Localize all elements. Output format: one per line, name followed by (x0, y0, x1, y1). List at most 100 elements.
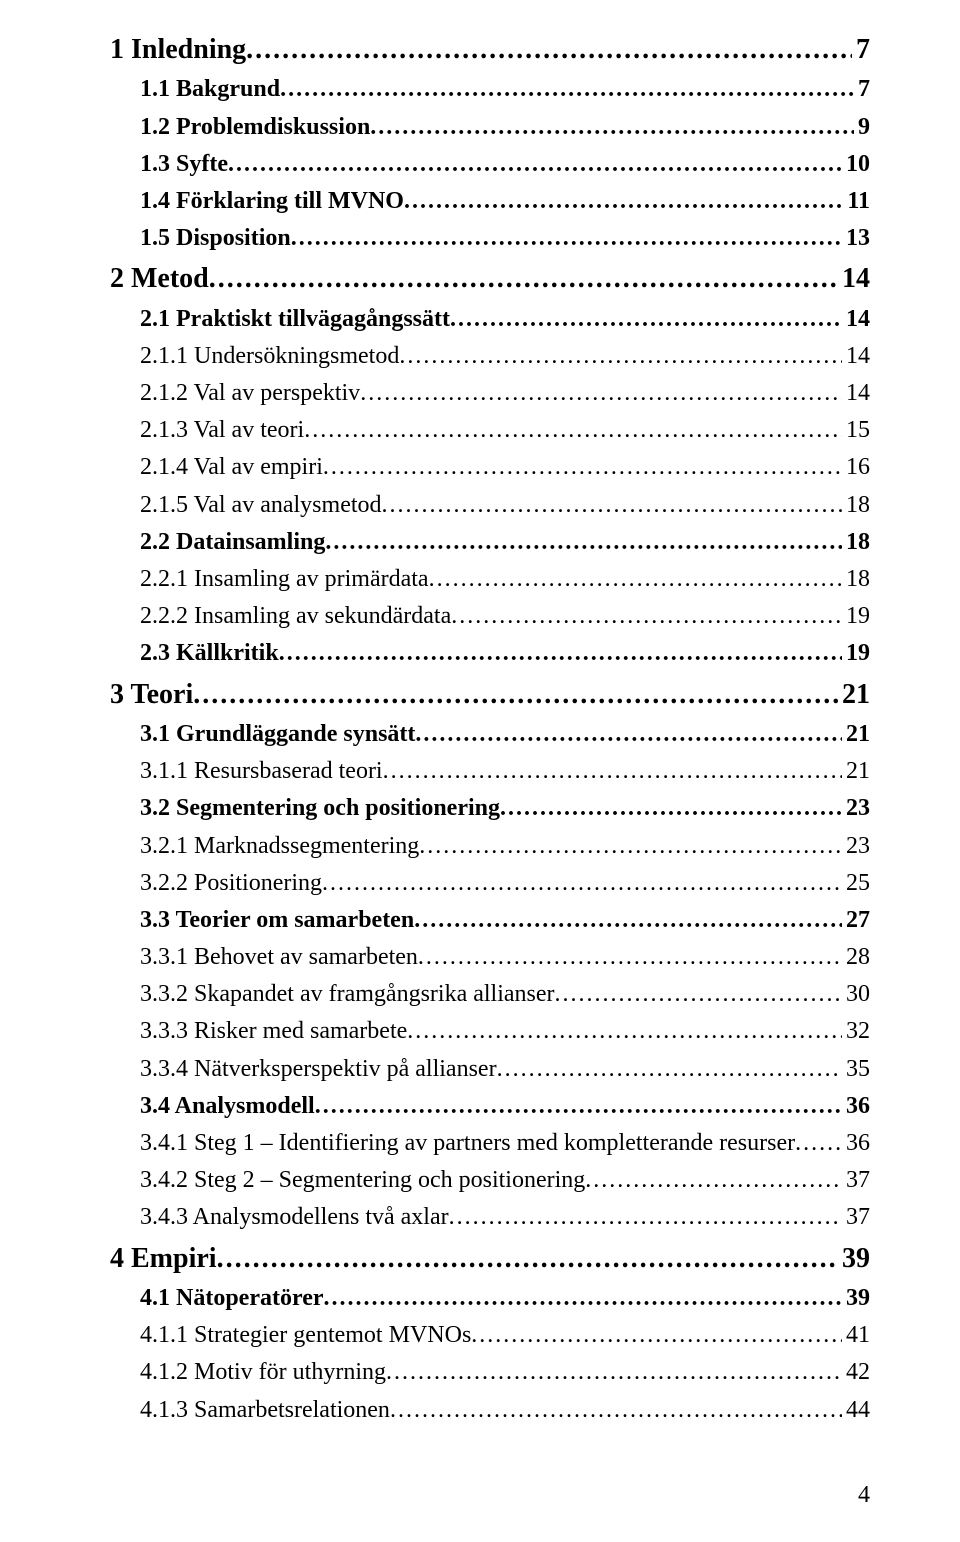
toc-entry: 3.2 Segmentering och positionering23 (140, 790, 870, 827)
toc-entry: 2.3 Källkritik19 (140, 635, 870, 672)
toc-entry-label: 3.4 Analysmodell (140, 1088, 315, 1125)
toc-entry-label: 1.5 Disposition (140, 220, 291, 257)
toc-leader-dots (795, 1125, 842, 1162)
toc-entry-label: 2.2.1 Insamling av primärdata (140, 561, 429, 598)
toc-entry-label: 3.3.4 Nätverksperspektiv på allianser (140, 1051, 497, 1088)
toc-entry: 4.1.1 Strategier gentemot MVNOs 41 (140, 1317, 870, 1354)
toc-leader-dots (399, 338, 842, 375)
toc-entry-page: 21 (838, 673, 870, 716)
toc-leader-dots (451, 598, 842, 635)
toc-leader-dots (217, 1237, 838, 1280)
toc-entry-page: 10 (842, 146, 870, 183)
toc-entry: 3.3.3 Risker med samarbete 32 (140, 1013, 870, 1050)
toc-entry-label: 3.1.1 Resursbaserad teori (140, 753, 383, 790)
toc-leader-dots (325, 524, 842, 561)
toc-entry-page: 7 (852, 28, 870, 71)
toc-entry-label: 1.2 Problemdiskussion (140, 109, 370, 146)
toc-leader-dots (315, 1088, 842, 1125)
toc-entry-label: 3.3 Teorier om samarbeten (140, 902, 414, 939)
toc-entry-page: 39 (842, 1280, 870, 1317)
toc-entry: 3.4.2 Steg 2 – Segmentering och position… (140, 1162, 870, 1199)
toc-entry: 2.1.4 Val av empiri 16 (140, 449, 870, 486)
toc-leader-dots (390, 1392, 842, 1429)
toc-entry: 4.1 Nätoperatörer39 (140, 1280, 870, 1317)
toc-entry: 4 Empiri39 (110, 1237, 870, 1280)
toc-entry-page: 28 (842, 939, 870, 976)
toc-leader-dots (383, 753, 842, 790)
toc-entry: 2.2 Datainsamling18 (140, 524, 870, 561)
toc-entry: 2 Metod 14 (110, 257, 870, 300)
toc-entry-label: 3.4.2 Steg 2 – Segmentering och position… (140, 1162, 585, 1199)
toc-entry-page: 14 (842, 301, 870, 338)
toc-entry: 2.2.2 Insamling av sekundärdata19 (140, 598, 870, 635)
toc-leader-dots (418, 939, 842, 976)
toc-entry-label: 4.1.1 Strategier gentemot MVNOs (140, 1317, 471, 1354)
toc-entry-label: 2.1.2 Val av perspektiv (140, 375, 360, 412)
toc-entry-page: 37 (842, 1162, 870, 1199)
toc-entry: 3.4.1 Steg 1 – Identifiering av partners… (140, 1125, 870, 1162)
table-of-contents: 1 Inledning71.1 Bakgrund71.2 Problemdisk… (110, 28, 870, 1429)
toc-entry-label: 1.4 Förklaring till MVNO (140, 183, 404, 220)
toc-leader-dots (407, 1013, 842, 1050)
toc-entry-page: 21 (842, 753, 870, 790)
toc-entry-page: 19 (842, 635, 870, 672)
toc-entry-page: 36 (842, 1088, 870, 1125)
toc-entry-label: 3.3.3 Risker med samarbete (140, 1013, 407, 1050)
toc-entry: 1.4 Förklaring till MVNO11 (140, 183, 870, 220)
toc-entry-page: 16 (842, 449, 870, 486)
toc-entry-label: 2.1.4 Val av empiri (140, 449, 323, 486)
toc-entry-page: 18 (842, 561, 870, 598)
toc-entry: 3.1 Grundläggande synsätt21 (140, 716, 870, 753)
toc-entry-label: 1 Inledning (110, 28, 246, 71)
toc-entry-page: 39 (838, 1237, 870, 1280)
toc-leader-dots (370, 109, 854, 146)
toc-leader-dots (471, 1317, 842, 1354)
toc-leader-dots (279, 635, 842, 672)
toc-entry: 3.4 Analysmodell 36 (140, 1088, 870, 1125)
toc-leader-dots (324, 1280, 843, 1317)
toc-entry-label: 3 Teori (110, 673, 193, 716)
toc-entry: 4.1.2 Motiv för uthyrning42 (140, 1354, 870, 1391)
toc-entry-page: 36 (842, 1125, 870, 1162)
toc-entry-label: 2.2 Datainsamling (140, 524, 325, 561)
toc-leader-dots (304, 412, 842, 449)
toc-entry-page: 37 (842, 1199, 870, 1236)
toc-entry-page: 42 (842, 1354, 870, 1391)
toc-leader-dots (415, 716, 842, 753)
toc-entry-page: 23 (842, 828, 870, 865)
toc-entry-label: 2.1.3 Val av teori (140, 412, 304, 449)
toc-entry: 3.2.1 Marknadssegmentering23 (140, 828, 870, 865)
toc-leader-dots (500, 790, 842, 827)
toc-leader-dots (419, 828, 842, 865)
toc-entry: 3.3.1 Behovet av samarbeten 28 (140, 939, 870, 976)
toc-leader-dots (322, 865, 842, 902)
toc-leader-dots (449, 1199, 842, 1236)
toc-entry-label: 1.3 Syfte (140, 146, 228, 183)
toc-entry: 1.3 Syfte 10 (140, 146, 870, 183)
toc-entry-page: 32 (842, 1013, 870, 1050)
toc-leader-dots (280, 71, 854, 108)
toc-entry: 2.1 Praktiskt tillvägagångssätt 14 (140, 301, 870, 338)
toc-leader-dots (497, 1051, 842, 1088)
toc-entry: 2.1.1 Undersökningsmetod14 (140, 338, 870, 375)
toc-entry-page: 41 (842, 1317, 870, 1354)
toc-entry-page: 14 (842, 338, 870, 375)
toc-entry: 3 Teori 21 (110, 673, 870, 716)
toc-entry-label: 3.4.3 Analysmodellens två axlar (140, 1199, 449, 1236)
toc-entry-label: 2.1.5 Val av analysmetod (140, 487, 382, 524)
toc-entry-page: 25 (842, 865, 870, 902)
toc-leader-dots (585, 1162, 842, 1199)
toc-entry-label: 2.1 Praktiskt tillvägagångssätt (140, 301, 450, 338)
toc-entry-label: 3.3.1 Behovet av samarbeten (140, 939, 418, 976)
toc-leader-dots (555, 976, 842, 1013)
toc-entry-page: 14 (838, 257, 870, 300)
toc-entry: 3.3 Teorier om samarbeten27 (140, 902, 870, 939)
toc-entry-label: 2 Metod (110, 257, 209, 300)
toc-entry-page: 13 (842, 220, 870, 257)
toc-entry: 4.1.3 Samarbetsrelationen44 (140, 1392, 870, 1429)
toc-entry-page: 14 (842, 375, 870, 412)
toc-leader-dots (382, 487, 842, 524)
toc-entry: 1.5 Disposition 13 (140, 220, 870, 257)
toc-leader-dots (386, 1354, 842, 1391)
page-number: 4 (110, 1477, 870, 1514)
